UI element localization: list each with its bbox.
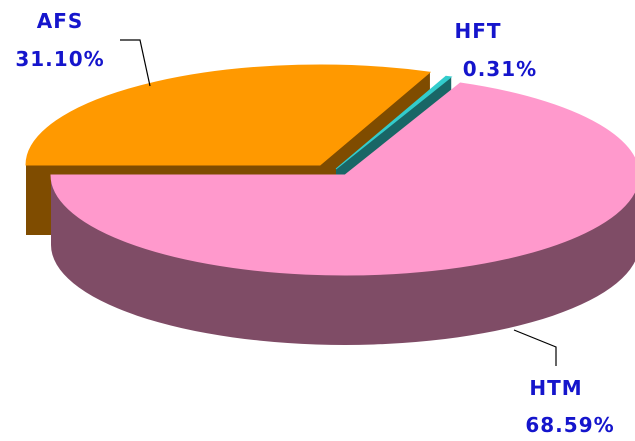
leader-line <box>513 329 557 366</box>
slice-label-name: HTM <box>529 376 582 400</box>
slice <box>50 82 635 276</box>
labels: AFS 31.10% HFT 0.31% HTM 68.59% <box>15 9 614 437</box>
slice <box>25 64 432 166</box>
slice <box>335 75 453 170</box>
slice-label-value: 68.59% <box>525 413 614 437</box>
slice-label-value: 0.31% <box>463 57 537 81</box>
pie <box>25 64 635 345</box>
slice-label-name: HFT <box>454 19 501 43</box>
slice-side <box>51 175 635 345</box>
slice-label-name: AFS <box>37 9 84 33</box>
leader-line <box>120 39 151 87</box>
slice-label-value: 31.10% <box>15 47 104 71</box>
